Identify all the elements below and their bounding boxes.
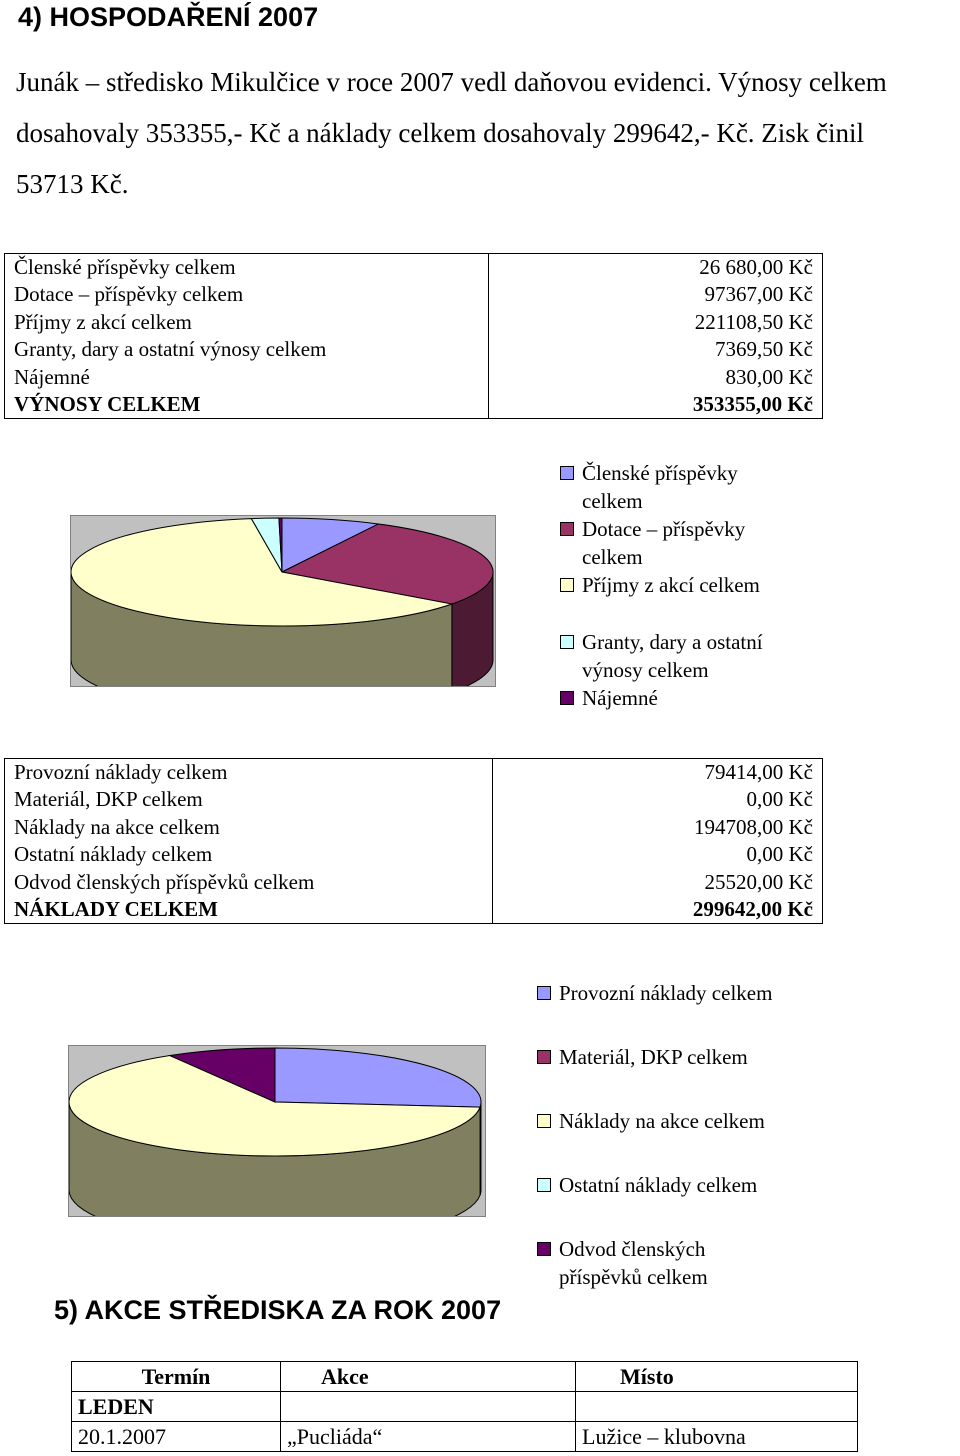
income-total-value: 353355,00 Kč xyxy=(692,391,813,416)
income-value: 26 680,00 Kč xyxy=(699,255,813,279)
legend-label-line: Ostatní náklady celkem xyxy=(559,1173,758,1197)
legend-label: Granty, dary a ostatní výnosy celkem xyxy=(582,628,763,684)
expense-value: 0,00 Kč xyxy=(746,842,814,867)
header-akce: Akce xyxy=(280,1361,576,1392)
legend-label-line: Granty, dary a ostatní xyxy=(582,630,763,654)
legend-label-line: Dotace – příspěvky xyxy=(582,517,746,541)
income-label: Příjmy z akcí celkem xyxy=(14,309,192,334)
income-label: Členské příspěvky celkem xyxy=(14,255,236,279)
income-pie-chart xyxy=(70,517,494,715)
income-label: Granty, dary a ostatní výnosy celkem xyxy=(14,337,327,362)
legend-swatch xyxy=(560,691,574,705)
section-4-title: 4) HOSPODAŘENÍ 2007 xyxy=(18,2,319,32)
legend-swatch xyxy=(560,635,574,649)
legend-label: Materiál, DKP celkem xyxy=(559,1043,748,1071)
pie-slice xyxy=(168,1047,276,1103)
events-cell: LEDEN xyxy=(71,1391,281,1422)
legend-swatch xyxy=(560,522,574,536)
summary-paragraph: Junák – středisko Mikulčice v roce 2007 … xyxy=(16,57,956,210)
legend-label-line: výnosy celkem xyxy=(582,658,709,682)
legend-label-line: Odvod členských xyxy=(559,1237,706,1261)
income-table: Členské příspěvky celkem Dotace – příspě… xyxy=(4,252,823,420)
legend-swatch xyxy=(537,1050,551,1064)
events-cell: Lužice – klubovna xyxy=(575,1421,858,1452)
header-termin: Termín xyxy=(71,1361,281,1392)
expense-value: 0,00 Kč xyxy=(746,787,814,812)
expense-pie-chart-area xyxy=(68,1045,486,1245)
expense-label: Materiál, DKP celkem xyxy=(14,787,203,812)
legend-label: Příjmy z akcí celkem xyxy=(582,571,760,599)
legend-label-line: Náklady na akce celkem xyxy=(559,1109,765,1133)
paragraph-line-1: Junák – středisko Mikulčice v roce 2007 … xyxy=(16,67,887,97)
expense-pie-chart xyxy=(68,1047,482,1245)
legend-label-line: příspěvků celkem xyxy=(559,1265,708,1289)
legend-swatch xyxy=(537,1178,551,1192)
events-cell xyxy=(575,1391,858,1422)
legend-label-line: Materiál, DKP celkem xyxy=(559,1045,748,1069)
income-values-cell: 26 680,00 Kč 97367,00 Kč 221108,50 Kč 73… xyxy=(488,252,823,420)
legend-label-line: Příjmy z akcí celkem xyxy=(582,573,760,597)
legend-label: Odvod členských příspěvků celkem xyxy=(559,1235,708,1291)
legend-swatch xyxy=(537,986,551,1000)
expense-table: Provozní náklady celkem Materiál, DKP ce… xyxy=(4,757,823,925)
income-labels-cell: Členské příspěvky celkem Dotace – příspě… xyxy=(4,252,489,420)
expense-values-cell: 79414,00 Kč 0,00 Kč 194708,00 Kč 0,00 Kč… xyxy=(492,757,823,925)
income-chart-legend: Členské příspěvky celkem Dotace – příspěvk… xyxy=(560,459,820,712)
expense-total-value: 299642,00 Kč xyxy=(692,896,813,921)
legend-label-line: Nájemné xyxy=(582,686,658,710)
legend-label: Náklady na akce celkem xyxy=(559,1107,765,1135)
section-5-title: 5) AKCE STŘEDISKA ZA ROK 2007 xyxy=(54,1295,502,1325)
expense-label: Ostatní náklady celkem xyxy=(14,842,213,867)
pie-slice xyxy=(68,1055,481,1157)
legend-label: Ostatní náklady celkem xyxy=(559,1171,757,1199)
pie-slice xyxy=(278,517,283,573)
pie-slice xyxy=(70,518,454,627)
expense-label: Provozní náklady celkem xyxy=(14,760,228,784)
events-table: Termín Akce Místo LEDEN 20.1.2007 „Pucli… xyxy=(71,1361,858,1452)
legend-swatch xyxy=(537,1114,551,1128)
legend-swatch xyxy=(560,466,574,480)
income-value: 830,00 Kč xyxy=(725,364,814,389)
expense-labels-cell: Provozní náklady celkem Materiál, DKP ce… xyxy=(4,757,493,925)
legend-label: Provozní náklady celkem xyxy=(559,979,772,1007)
expense-value: 25520,00 Kč xyxy=(704,869,814,894)
events-row: 20.1.2007 „Pucliáda“ Lužice – klubovna xyxy=(71,1421,858,1452)
legend-label: Členské příspěvky celkem xyxy=(582,459,738,515)
income-total-label: VÝNOSY CELKEM xyxy=(14,391,201,416)
legend-swatch xyxy=(560,578,574,592)
events-cell: 20.1.2007 xyxy=(71,1421,281,1452)
income-label: Dotace – příspěvky celkem xyxy=(14,282,244,307)
income-label: Nájemné xyxy=(14,364,90,389)
income-pie-chart-area xyxy=(70,515,496,715)
legend-label-line: Provozní náklady celkem xyxy=(559,981,773,1005)
paragraph-line-3: 53713 Kč. xyxy=(16,169,129,199)
expense-total-label: NÁKLADY CELKEM xyxy=(14,896,218,921)
pie-slice xyxy=(281,517,381,573)
income-value: 97367,00 Kč xyxy=(704,282,814,307)
income-value: 221108,50 Kč xyxy=(694,309,813,334)
legend-label: Nájemné xyxy=(582,684,658,712)
expense-value: 194708,00 Kč xyxy=(694,814,813,839)
income-value: 7369,50 Kč xyxy=(715,337,813,362)
legend-swatch xyxy=(537,1242,551,1256)
header-misto: Místo xyxy=(575,1361,858,1392)
paragraph-line-2: dosahovaly 353355,- Kč a náklady celkem … xyxy=(16,118,865,148)
events-cell xyxy=(280,1391,576,1422)
pie-slice xyxy=(280,523,494,605)
expense-label: Náklady na akce celkem xyxy=(14,814,220,839)
legend-label: Dotace – příspěvky celkem xyxy=(582,515,745,571)
legend-label-line: celkem xyxy=(582,545,643,569)
legend-label-line: celkem xyxy=(582,489,643,513)
expense-value: 79414,00 Kč xyxy=(704,760,814,784)
expense-chart-legend: Provozní náklady celkem Materiál, DKP cel… xyxy=(537,979,837,1299)
events-header-row: Termín Akce Místo xyxy=(71,1361,858,1392)
legend-label-line: Členské příspěvky xyxy=(582,461,738,485)
events-cell: „Pucliáda“ xyxy=(280,1421,576,1452)
pie-slice xyxy=(274,1047,482,1108)
events-row: LEDEN xyxy=(71,1391,858,1422)
expense-label: Odvod členských příspěvků celkem xyxy=(14,869,315,894)
